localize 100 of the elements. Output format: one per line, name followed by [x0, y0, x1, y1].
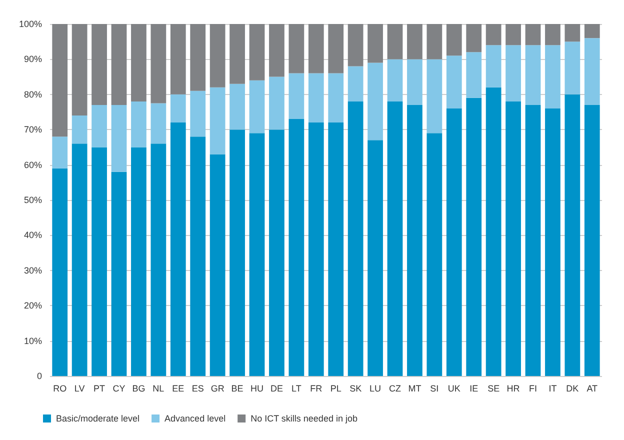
bar: [249, 80, 265, 134]
y-tick-label: 0: [36, 371, 42, 381]
bar: [308, 24, 324, 74]
bar: [170, 24, 186, 94]
x-tick-label: PL: [330, 384, 342, 394]
bar: [348, 24, 364, 66]
bar: [52, 136, 68, 168]
bar: [584, 104, 600, 376]
bar: [545, 45, 560, 108]
bar: [368, 140, 383, 376]
y-tick-label: 90%: [24, 54, 42, 64]
bar: [170, 122, 186, 376]
bar: [584, 24, 600, 38]
bar: [111, 104, 127, 172]
bar: [150, 24, 166, 104]
x-tick-label: AT: [586, 384, 598, 394]
bar: [466, 24, 482, 52]
x-tick-label: LT: [292, 384, 302, 394]
bar: [131, 147, 146, 376]
bar: [486, 24, 502, 46]
bar: [328, 122, 344, 376]
bar: [288, 73, 304, 120]
bar: [545, 24, 560, 46]
bar: [328, 24, 344, 74]
y-tick-label: 70%: [24, 124, 42, 135]
x-tick-label: FR: [310, 384, 323, 394]
bar: [506, 45, 521, 102]
bar: [506, 24, 521, 46]
x-tick-label: BE: [231, 384, 244, 394]
x-tick-label: HR: [506, 384, 520, 394]
bar: [506, 101, 521, 376]
bar: [348, 101, 364, 376]
y-tick-label: 40%: [24, 230, 42, 240]
y-tick-label: 30%: [24, 265, 42, 276]
bar: [525, 45, 541, 105]
bar: [426, 59, 442, 134]
bar: [466, 98, 482, 376]
x-tick-label: PT: [94, 384, 106, 394]
bar: [190, 136, 206, 376]
legend-label: No ICT skills needed in job: [250, 414, 358, 424]
bar: [407, 104, 422, 376]
bar: [150, 144, 166, 376]
bar: [545, 108, 560, 376]
x-tick-label: UK: [448, 384, 460, 394]
y-tick-label: 50%: [24, 195, 42, 205]
x-tick-label: LV: [74, 384, 85, 394]
x-tick-label: CZ: [389, 384, 402, 394]
bar: [525, 104, 541, 376]
bar: [387, 101, 403, 376]
bar: [387, 24, 403, 60]
legend-label: Advanced level: [164, 414, 226, 424]
bar: [486, 87, 502, 376]
bar: [407, 24, 422, 60]
bar: [249, 24, 265, 80]
bar: [269, 24, 284, 77]
bar: [407, 59, 422, 105]
bar: [230, 84, 245, 130]
x-tick-label: FI: [529, 384, 537, 394]
bar: [328, 73, 344, 123]
y-tick-label: 80%: [24, 89, 42, 100]
bar: [525, 24, 541, 46]
bar: [308, 122, 324, 376]
bar: [92, 24, 107, 105]
bar: [131, 101, 146, 148]
x-tick-label: ES: [192, 384, 204, 394]
bar: [210, 24, 226, 88]
x-tick-label: EE: [172, 384, 184, 394]
bar: [111, 24, 127, 105]
bar: [52, 24, 68, 137]
y-tick-label: 60%: [24, 160, 42, 170]
bar: [230, 24, 245, 84]
bar: [288, 24, 304, 74]
bar: [564, 24, 580, 42]
bar: [131, 24, 146, 102]
bar: [446, 24, 462, 56]
x-tick-label: RO: [53, 384, 67, 394]
bar: [466, 52, 482, 98]
bar: [269, 76, 284, 130]
bar: [368, 62, 383, 140]
bar: [368, 24, 383, 63]
x-tick-label: HU: [250, 384, 264, 394]
bar: [446, 108, 462, 376]
x-tick-label: DE: [270, 384, 283, 394]
bar: [92, 104, 107, 148]
bar: [150, 103, 166, 144]
y-tick-label: 10%: [24, 336, 42, 346]
bar: [190, 24, 206, 91]
x-tick-label: IE: [470, 384, 478, 394]
bar: [426, 133, 442, 376]
x-tick-label: GR: [210, 384, 225, 394]
bar: [446, 56, 462, 108]
x-tick-label: IT: [548, 384, 558, 394]
bar: [72, 144, 88, 376]
x-tick-label: CY: [112, 384, 126, 394]
bar: [249, 133, 265, 376]
x-tick-label: DK: [566, 384, 579, 394]
x-tick-label: SI: [430, 384, 439, 394]
y-tick-label: 20%: [24, 300, 42, 311]
bar: [210, 87, 226, 154]
bar: [72, 116, 88, 144]
